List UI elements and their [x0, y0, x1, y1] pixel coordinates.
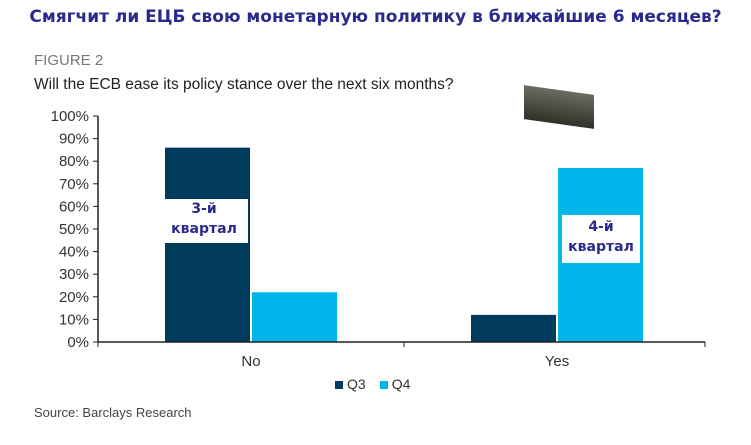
source-note: Source: Barclays Research: [34, 405, 192, 420]
legend: Q3 Q4: [335, 376, 410, 392]
y-tick-label: 60%: [59, 198, 89, 215]
bar-q3-no: [165, 147, 250, 342]
y-tick-label: 100%: [51, 108, 89, 125]
x-tick-label: Yes: [545, 353, 569, 370]
bar-q3-yes: [471, 314, 556, 342]
y-tick-label: 50%: [59, 221, 89, 238]
y-tick-label: 90%: [59, 131, 89, 148]
chart-title: Will the ECB ease its policy stance over…: [34, 76, 454, 93]
y-tick-label: 20%: [59, 289, 89, 306]
figure-label: FIGURE 2: [34, 52, 104, 69]
y-tick-label: 30%: [59, 266, 89, 283]
y-tick-label: 10%: [59, 311, 89, 328]
legend-q3: Q3: [335, 376, 366, 392]
y-tick-label: 70%: [59, 176, 89, 193]
annotation-q3: 3-й квартал: [160, 199, 248, 243]
bar-q4-no: [252, 292, 337, 342]
y-tick-label: 40%: [59, 244, 89, 261]
y-tick-label: 80%: [59, 153, 89, 170]
annotation-q4: 4-й квартал: [562, 215, 640, 263]
x-tick-label: No: [241, 353, 260, 370]
legend-q4: Q4: [379, 376, 410, 392]
page-title: Смягчит ли ЕЦБ свою монетарную политику …: [29, 7, 722, 27]
y-tick-label: 0%: [67, 334, 89, 351]
